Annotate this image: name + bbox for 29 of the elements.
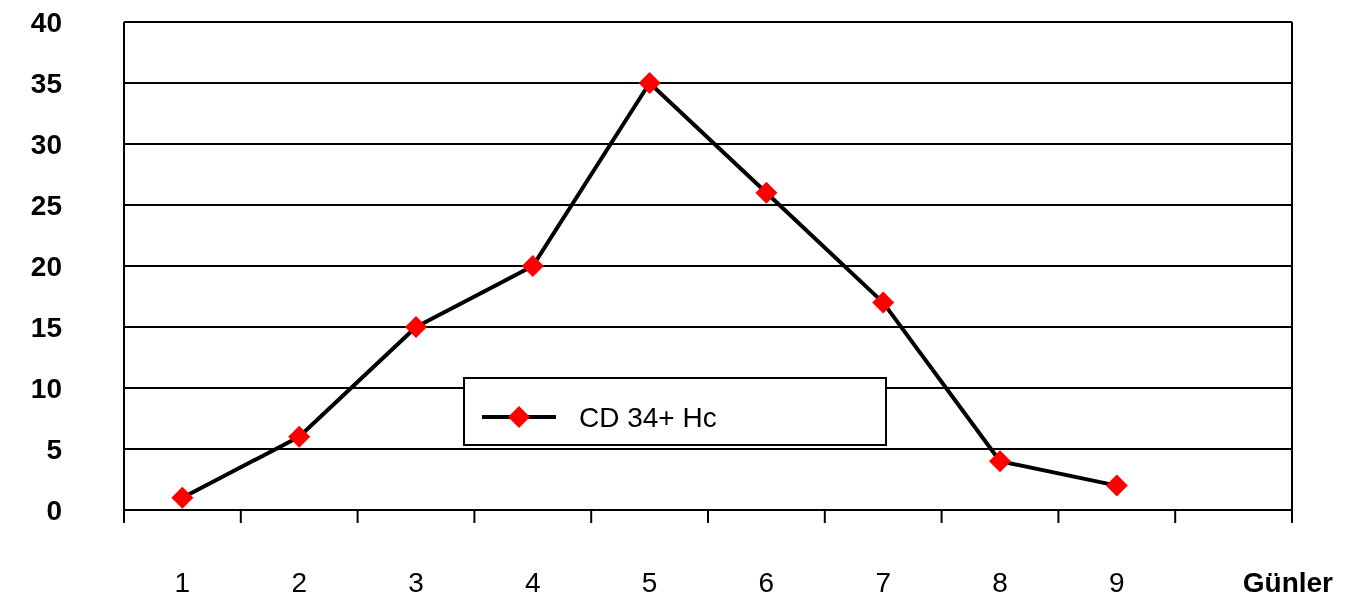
point <box>405 316 427 338</box>
point <box>638 72 661 94</box>
legend-label: CD 34+ Hc <box>579 401 717 433</box>
point <box>288 425 311 448</box>
y-tick-label: 15 <box>30 311 62 343</box>
x-tick-label: 8 <box>992 567 1008 598</box>
point <box>171 486 194 509</box>
x-tick-label: 3 <box>408 567 424 598</box>
y-tick-label: 40 <box>30 6 62 38</box>
y-tick-label: 5 <box>46 433 62 465</box>
y-tick-label: 25 <box>30 189 62 221</box>
point <box>872 291 895 314</box>
point <box>755 181 778 204</box>
y-tick-label: 30 <box>30 128 62 160</box>
point <box>521 255 544 277</box>
x-tick-label: 5 <box>641 567 658 598</box>
y-tick-label: 0 <box>46 494 62 526</box>
x-tick-label: 2 <box>291 567 307 598</box>
x-tick-label: 1 <box>174 567 191 598</box>
y-tick-label: 35 <box>30 67 62 99</box>
x-axis-title: Günler <box>1242 567 1334 598</box>
x-tick-label: 7 <box>875 567 891 598</box>
x-tick-label: 9 <box>1109 567 1125 598</box>
point <box>989 450 1011 473</box>
y-tick-label: 20 <box>30 250 62 282</box>
y-tick-label: 10 <box>30 372 62 404</box>
x-tick-label: 6 <box>758 567 775 598</box>
x-tick-label: 4 <box>525 567 541 598</box>
point <box>1105 474 1128 497</box>
